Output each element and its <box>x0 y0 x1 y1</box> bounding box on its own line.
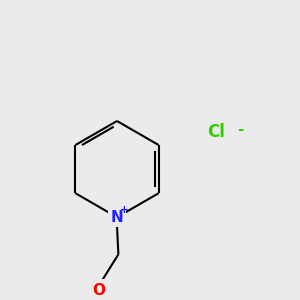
Text: N: N <box>111 210 123 225</box>
Text: +: + <box>120 205 129 214</box>
Text: -: - <box>238 122 244 137</box>
Text: O: O <box>93 283 106 298</box>
Text: Cl: Cl <box>207 123 225 141</box>
